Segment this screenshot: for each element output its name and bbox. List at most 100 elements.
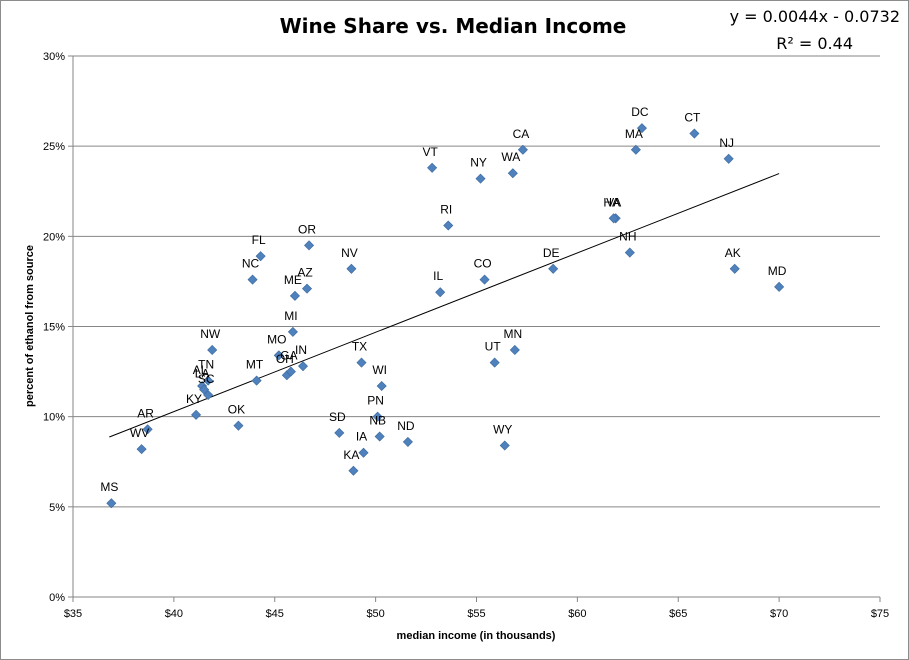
data-point-nv: [346, 263, 357, 274]
data-point-in: [297, 361, 309, 372]
point-label-ri: RI: [440, 203, 452, 217]
data-point-ha: [608, 213, 619, 224]
point-label-ct: CT: [684, 111, 701, 125]
data-point-sd: [334, 427, 345, 438]
point-label-ca: CA: [513, 127, 530, 141]
x-tick-label: $65: [669, 608, 687, 620]
data-point-tx: [356, 357, 367, 368]
data-point-wa: [507, 168, 518, 179]
x-tick-label: $45: [266, 608, 284, 620]
point-label-nd: ND: [397, 419, 415, 433]
point-label-ar: AR: [137, 406, 154, 420]
point-label-al: AL: [193, 363, 208, 377]
data-point-az: [302, 283, 313, 294]
point-label-nv: NV: [341, 246, 358, 260]
data-point-nd: [402, 436, 413, 447]
trendline-equation: y = 0.0044x - 0.0732: [730, 7, 900, 26]
y-axis-ticks: 0% 5% 10% 15% 20% 25% 30%: [43, 51, 65, 604]
point-label-tx: TX: [352, 340, 367, 354]
point-label-sd: SD: [329, 410, 346, 424]
point-label-pn: PN: [367, 394, 384, 408]
point-label-mo: MO: [267, 332, 286, 346]
point-label-wi: WI: [372, 363, 387, 377]
point-label-az: AZ: [297, 266, 312, 280]
x-axis-ticks: $35 $40 $45 $50 $55 $60 $65 $70 $75: [64, 608, 889, 620]
data-point-il: [435, 287, 446, 298]
point-label-de: DE: [543, 246, 560, 260]
data-point-ok: [233, 420, 244, 431]
data-point-ut: [489, 357, 500, 368]
data-point-mt: [251, 375, 262, 386]
data-point-mn: [509, 344, 520, 355]
point-label-ia: IA: [356, 430, 367, 444]
trendline-layer: [109, 173, 780, 438]
x-tick-label: $55: [467, 608, 485, 620]
data-point-ak: [729, 263, 740, 274]
x-tick-label: $35: [64, 608, 82, 620]
point-label-nj: NJ: [719, 136, 734, 150]
point-label-ak: AK: [725, 246, 741, 260]
point-label-ma: MA: [625, 127, 643, 141]
data-point-ct: [689, 128, 700, 139]
data-point-nb: [374, 431, 385, 442]
point-label-co: CO: [474, 257, 492, 271]
point-label-il: IL: [433, 269, 443, 283]
data-point-ga: [285, 366, 296, 377]
point-label-nb: NB: [369, 414, 386, 428]
chart-title: Wine Share vs. Median Income: [280, 14, 627, 38]
data-point-ri: [443, 220, 454, 231]
gridlines: [73, 55, 880, 508]
point-label-tn: TN: [198, 358, 214, 372]
point-label-ms: MS: [100, 480, 118, 494]
data-point-ky: [191, 409, 202, 420]
data-point-nw: [207, 344, 218, 355]
point-label-mt: MT: [246, 358, 264, 372]
data-point-ms: [106, 498, 117, 509]
data-point-dc: [636, 123, 647, 134]
point-label-vt: VT: [422, 145, 438, 159]
data-point-la: [199, 384, 210, 395]
point-label-ky: KY: [186, 392, 202, 406]
point-label-nh: NH: [619, 230, 636, 244]
data-point-wv: [136, 444, 147, 455]
trendline-r-squared: R² = 0.44: [776, 34, 853, 53]
data-point-co: [479, 274, 490, 285]
data-point-ka: [348, 465, 359, 476]
point-label-ka: KA: [343, 448, 359, 462]
x-tick-label: $70: [770, 608, 788, 620]
data-point-ia: [358, 447, 369, 458]
point-label-va: VA: [606, 195, 621, 209]
data-point-ny: [475, 173, 486, 184]
data-point-nj: [723, 153, 734, 164]
point-label-ut: UT: [485, 340, 502, 354]
y-tick-label: 30%: [43, 51, 65, 63]
data-point-md: [774, 281, 785, 292]
data-point-ma: [630, 144, 641, 155]
point-label-wv: WV: [130, 426, 149, 440]
data-point-wi: [376, 380, 387, 392]
point-label-la: LA: [195, 367, 210, 381]
data-point-fl: [255, 251, 266, 262]
data-point-tn: [203, 375, 214, 386]
point-label-wa: WA: [501, 150, 520, 164]
y-tick-label: 0%: [49, 592, 65, 604]
point-label-mn: MN: [503, 327, 522, 341]
y-tick-label: 5%: [49, 502, 65, 514]
data-point-me: [289, 290, 300, 301]
y-tick-label: 25%: [43, 141, 65, 153]
y-tick-label: 10%: [43, 412, 65, 424]
data-point-ar: [142, 424, 153, 435]
data-point-vt: [427, 162, 438, 173]
x-tick-label: $60: [568, 608, 586, 620]
point-label-dc: DC: [631, 105, 649, 119]
point-label-me: ME: [284, 273, 302, 287]
trendline: [109, 173, 780, 438]
y-axis-title: percent of ethanol from source: [24, 245, 36, 407]
axes: [68, 55, 881, 602]
data-point-wy: [499, 440, 510, 451]
point-label-wy: WY: [493, 423, 512, 437]
y-tick-label: 15%: [43, 322, 65, 334]
point-label-md: MD: [768, 264, 787, 278]
